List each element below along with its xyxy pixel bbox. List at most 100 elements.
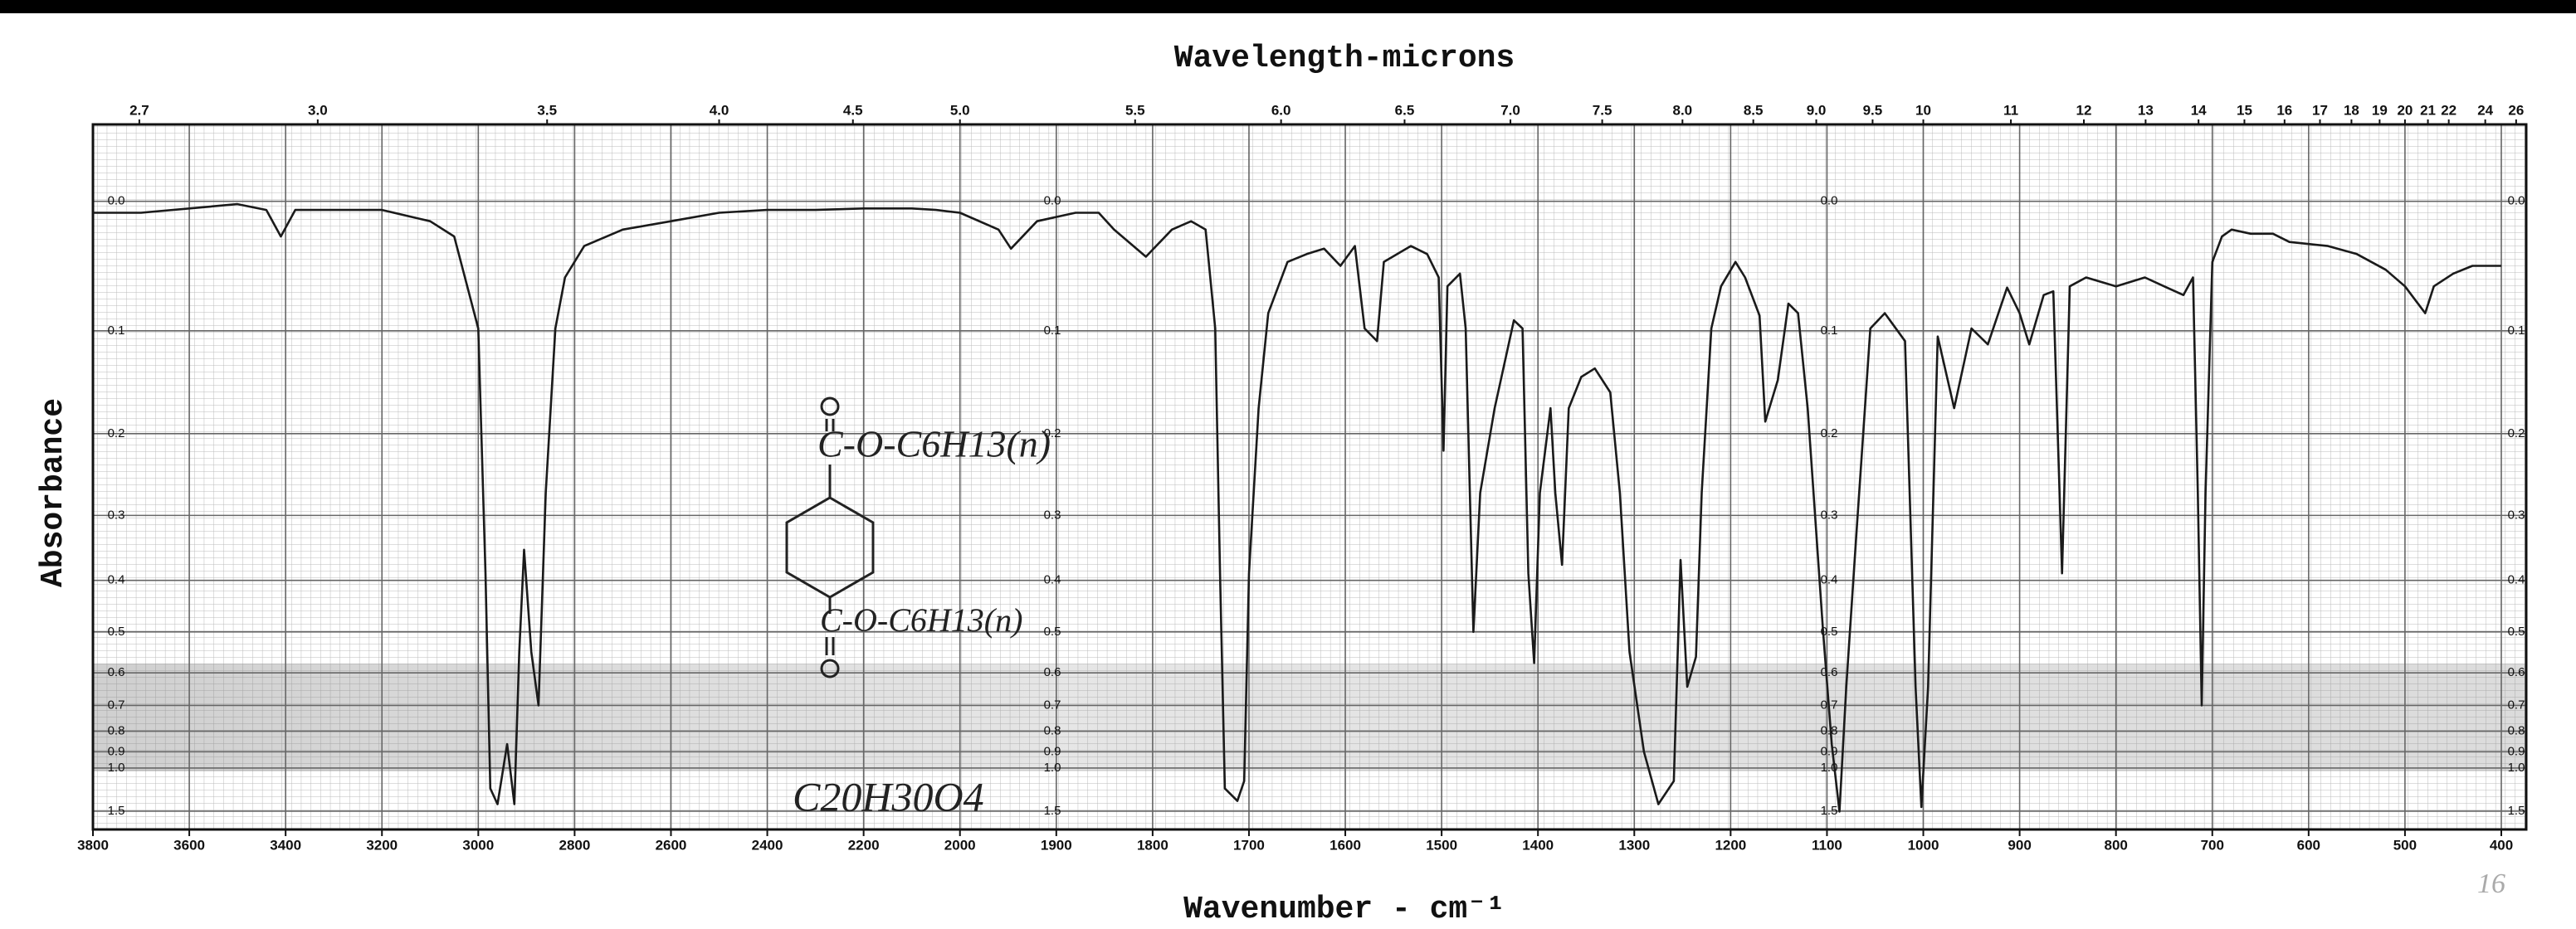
x2-tick-label: 9.5 xyxy=(1863,102,1883,118)
series xyxy=(93,202,2501,813)
y-tick-label: 0.1 xyxy=(2508,323,2525,338)
x-tick-label: 1600 xyxy=(1329,837,1361,853)
x2-tick-label: 5.5 xyxy=(1125,102,1145,118)
y-tick-label: 1.5 xyxy=(1044,804,1061,818)
y-tick-label: 0.1 xyxy=(1821,323,1838,338)
x2-tick-label: 5.0 xyxy=(950,102,970,118)
y-tick-label: 0.8 xyxy=(2508,724,2525,738)
x-tick-label: 1500 xyxy=(1426,837,1457,853)
x2-tick-label: 24 xyxy=(2477,102,2493,118)
x2-axis-title: Wavelength-microns xyxy=(1174,41,1515,76)
x-tick-label: 2800 xyxy=(559,837,590,853)
y-tick-label: 0.0 xyxy=(1044,194,1061,208)
x-tick-label: 1200 xyxy=(1715,837,1746,853)
x2-tick-label: 6.5 xyxy=(1395,102,1415,118)
x2-tick-label: 10 xyxy=(1915,102,1931,118)
y-tick-label: 0.6 xyxy=(1044,665,1061,679)
x2-tick-label: 7.0 xyxy=(1500,102,1520,118)
y-tick-label: 0.1 xyxy=(108,323,125,338)
x2-tick-label: 7.5 xyxy=(1593,102,1612,118)
plot-frame xyxy=(91,123,2528,831)
y-tick-label: 0.2 xyxy=(108,426,125,440)
oxygen xyxy=(820,659,840,679)
y-tick-label: 0.9 xyxy=(1821,744,1838,758)
y-axis-title: Absorbance xyxy=(36,398,71,587)
y-tick-label: 0.5 xyxy=(1821,625,1838,639)
x2-tick-label: 8.0 xyxy=(1672,102,1692,118)
x2-tick-label: 20 xyxy=(2397,102,2413,118)
x-tick-label: 2000 xyxy=(944,837,976,853)
annotation: C-O-C6H13(n) xyxy=(820,601,1022,639)
x2-tick-label: 17 xyxy=(2312,102,2328,118)
x2-tick-label: 11 xyxy=(2003,102,2018,118)
y-tick-label: 0.5 xyxy=(108,625,125,639)
y-tick-label: 0.5 xyxy=(1044,625,1061,639)
structure-sketch xyxy=(785,396,875,679)
y-tick-label: 0.0 xyxy=(1821,194,1838,208)
x-tick-label: 400 xyxy=(2490,837,2513,853)
x2-tick-label: 21 xyxy=(2420,102,2436,118)
x-tick-label: 2200 xyxy=(848,837,880,853)
y-tick-label: 1.5 xyxy=(1821,804,1838,818)
y-tick-label: 0.3 xyxy=(108,508,125,522)
x-axis-title: Wavenumber - cm⁻¹ xyxy=(1183,892,1505,927)
x-tick-label: 3000 xyxy=(462,837,494,853)
x2-tick-label: 16 xyxy=(2276,102,2292,118)
y-tick-label: 0.0 xyxy=(2508,194,2525,208)
x2-tick-label: 4.5 xyxy=(843,102,863,118)
x2-tick-label: 13 xyxy=(2138,102,2154,118)
y-tick-label: 0.9 xyxy=(1044,744,1061,758)
x-tick-label: 3200 xyxy=(366,837,398,853)
y-tick-label: 0.0 xyxy=(108,194,125,208)
x-tick-label: 700 xyxy=(2201,837,2224,853)
x2-tick-label: 22 xyxy=(2441,102,2456,118)
x2-tick-label: 9.0 xyxy=(1807,102,1827,118)
y-tick-label: 0.2 xyxy=(1044,426,1061,440)
x-tick-label: 900 xyxy=(2008,837,2031,853)
y-tick-label: 0.1 xyxy=(1044,323,1061,338)
x2-tick-label: 4.0 xyxy=(710,102,729,118)
x-tick-label: 2600 xyxy=(656,837,687,853)
y-tick-label: 0.7 xyxy=(1044,698,1061,712)
y-tick-label: 0.7 xyxy=(108,698,125,712)
x2-tick-label: 18 xyxy=(2344,102,2359,118)
scan-shading xyxy=(93,664,2526,771)
x2-tick-label: 8.5 xyxy=(1744,102,1764,118)
y-tick-label: 1.0 xyxy=(1044,761,1061,775)
x-tick-label: 500 xyxy=(2393,837,2417,853)
annotation: C20H30O4 xyxy=(793,773,984,820)
y-tick-label: 1.0 xyxy=(2508,761,2525,775)
axes: 3800 3600 3400 3200 3000 2800 2600 2400 2200 2000… xyxy=(77,102,2528,853)
y-tick-label: 0.3 xyxy=(2508,508,2525,522)
x2-tick-label: 19 xyxy=(2372,102,2388,118)
spectrum-line xyxy=(93,202,2501,813)
y-tick-label: 0.7 xyxy=(2508,698,2525,712)
scan-border xyxy=(0,0,2576,13)
x-tick-label: 1100 xyxy=(1812,837,1842,853)
x2-tick-label: 14 xyxy=(2191,102,2207,118)
x2-tick-label: 6.0 xyxy=(1271,102,1291,118)
y-tick-label: 0.8 xyxy=(1044,724,1061,738)
x-tick-label: 3400 xyxy=(270,837,301,853)
annotation: 16 xyxy=(2477,868,2505,899)
y-tick-label: 0.3 xyxy=(1044,508,1061,522)
y-tick-label: 1.5 xyxy=(108,804,125,818)
y-tick-label: 1.0 xyxy=(108,761,125,775)
x2-tick-label: 3.0 xyxy=(308,102,328,118)
y-tick-label: 0.6 xyxy=(108,665,125,679)
y-tick-label: 0.6 xyxy=(2508,665,2525,679)
y-tick-label: 0.4 xyxy=(1044,573,1061,587)
x-tick-label: 600 xyxy=(2297,837,2320,853)
y-tick-label: 0.2 xyxy=(2508,426,2525,440)
x-tick-label: 1300 xyxy=(1618,837,1650,853)
x2-tick-label: 2.7 xyxy=(129,102,149,118)
x-tick-label: 1900 xyxy=(1041,837,1072,853)
y-tick-label: 0.4 xyxy=(2508,573,2525,587)
x-tick-label: 2400 xyxy=(752,837,783,853)
x-tick-label: 1000 xyxy=(1908,837,1939,853)
y-tick-label: 0.8 xyxy=(108,724,125,738)
y-tick-label: 0.9 xyxy=(2508,744,2525,758)
y-tick-label: 0.2 xyxy=(1821,426,1838,440)
annotation: C-O-C6H13(n) xyxy=(817,423,1051,465)
